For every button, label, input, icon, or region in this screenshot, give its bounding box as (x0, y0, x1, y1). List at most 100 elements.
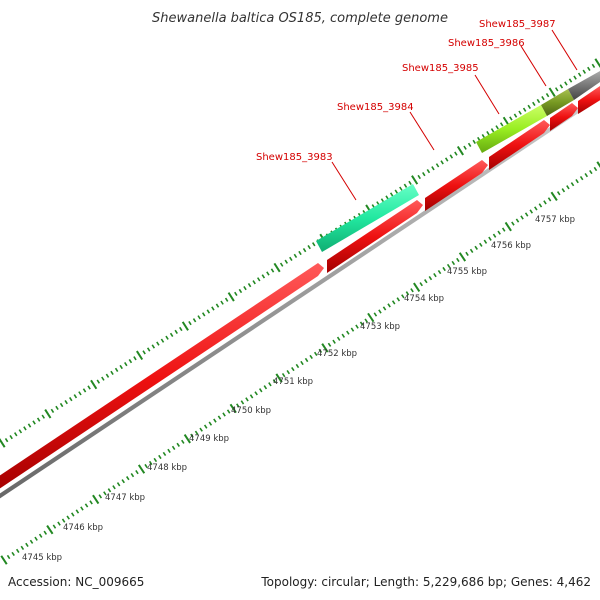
minor-tick (82, 388, 87, 393)
minor-tick (153, 457, 158, 463)
major-tick (46, 524, 54, 535)
cds-arrow-3984 (327, 200, 423, 273)
minor-tick (474, 245, 478, 250)
minor-tick (336, 336, 341, 341)
gene-label-3985: Shew185_3985 (402, 63, 479, 74)
major-tick (367, 312, 375, 323)
feature-3987 (568, 71, 600, 100)
tick-label: 4749 kbp (189, 434, 229, 444)
minor-tick (479, 242, 483, 247)
major-tick (275, 373, 283, 383)
minor-tick (467, 142, 472, 147)
minor-tick (84, 503, 89, 508)
minor-tick (524, 212, 529, 217)
minor-tick (110, 370, 114, 375)
major-tick (504, 221, 512, 232)
minor-tick (29, 539, 34, 544)
minor-tick (547, 197, 552, 202)
minor-tick (151, 344, 156, 349)
minor-tick (236, 403, 240, 408)
minor-tick (32, 420, 36, 425)
minor-tick (38, 533, 43, 538)
cds-arrow-3983 (0, 263, 324, 489)
minor-tick (472, 139, 476, 145)
tick-label: 4751 kbp (273, 377, 313, 387)
minor-tick (268, 382, 272, 387)
minor-tick (527, 104, 531, 109)
minor-tick (121, 479, 125, 484)
minor-tick (405, 291, 410, 296)
minor-tick (318, 348, 323, 353)
accession-text: Accession: NC_009665 (8, 575, 144, 589)
tick-label: 4746 kbp (63, 523, 103, 533)
minor-tick (206, 309, 211, 314)
minor-tick (148, 460, 153, 466)
outer-tick-ring (0, 58, 600, 448)
minor-tick (224, 297, 229, 302)
major-tick (594, 58, 600, 68)
feature-3983 (316, 184, 419, 252)
minor-tick (573, 75, 577, 80)
feature-track (316, 71, 600, 252)
minor-tick (59, 402, 64, 408)
minor-tick (561, 188, 566, 193)
minor-tick (424, 279, 428, 284)
cds-track (0, 86, 600, 489)
tick-label: 4757 kbp (535, 215, 575, 225)
minor-tick (490, 128, 495, 133)
minor-tick (341, 333, 346, 338)
tick-label: 4755 kbp (447, 267, 487, 277)
minor-tick (258, 388, 263, 393)
minor-tick (238, 288, 243, 294)
minor-tick (27, 423, 32, 428)
minor-tick (272, 379, 277, 384)
minor-tick (302, 247, 307, 253)
minor-tick (78, 391, 82, 396)
minor-tick (249, 394, 254, 399)
major-tick (137, 464, 146, 474)
minor-tick (422, 171, 426, 177)
minor-tick (80, 506, 84, 511)
minor-tick (69, 397, 73, 402)
minor-tick (587, 66, 591, 71)
minor-tick (570, 182, 575, 187)
minor-tick (70, 512, 75, 517)
minor-tick (304, 357, 309, 363)
minor-tick (442, 266, 446, 272)
minor-tick (266, 271, 270, 276)
minor-tick (20, 545, 25, 550)
minor-tick (34, 536, 38, 541)
minor-tick (501, 227, 506, 232)
minor-tick (428, 276, 433, 281)
gene-label-3983: Shew185_3983 (256, 152, 333, 163)
minor-tick (396, 297, 401, 302)
minor-tick (307, 245, 311, 250)
minor-tick (511, 221, 515, 226)
minor-tick (18, 429, 23, 434)
minor-tick (66, 515, 70, 520)
minor-tick (61, 518, 66, 523)
minor-tick (11, 551, 15, 557)
minor-tick (247, 283, 252, 288)
minor-tick (146, 347, 151, 352)
genome-backbone (0, 93, 600, 499)
minor-tick (256, 277, 261, 282)
minor-tick (254, 391, 258, 396)
minor-tick (192, 318, 197, 323)
major-tick (44, 409, 52, 419)
minor-tick (495, 125, 499, 130)
major-tick (550, 191, 558, 202)
minor-tick (532, 101, 536, 107)
cds-arrow-3986 (489, 120, 550, 170)
gene-label-3987: Shew185_3987 (479, 19, 556, 30)
minor-tick (57, 521, 61, 526)
minor-tick (201, 312, 206, 317)
tick-label: 4748 kbp (147, 463, 187, 473)
minor-tick (373, 312, 378, 317)
scale-labels: 4745 kbp 4746 kbp 4747 kbp 4748 kbp 4749… (22, 215, 575, 563)
minor-tick (144, 463, 148, 469)
minor-tick (568, 78, 573, 83)
minor-tick (75, 509, 80, 514)
feature-3986 (541, 89, 574, 116)
